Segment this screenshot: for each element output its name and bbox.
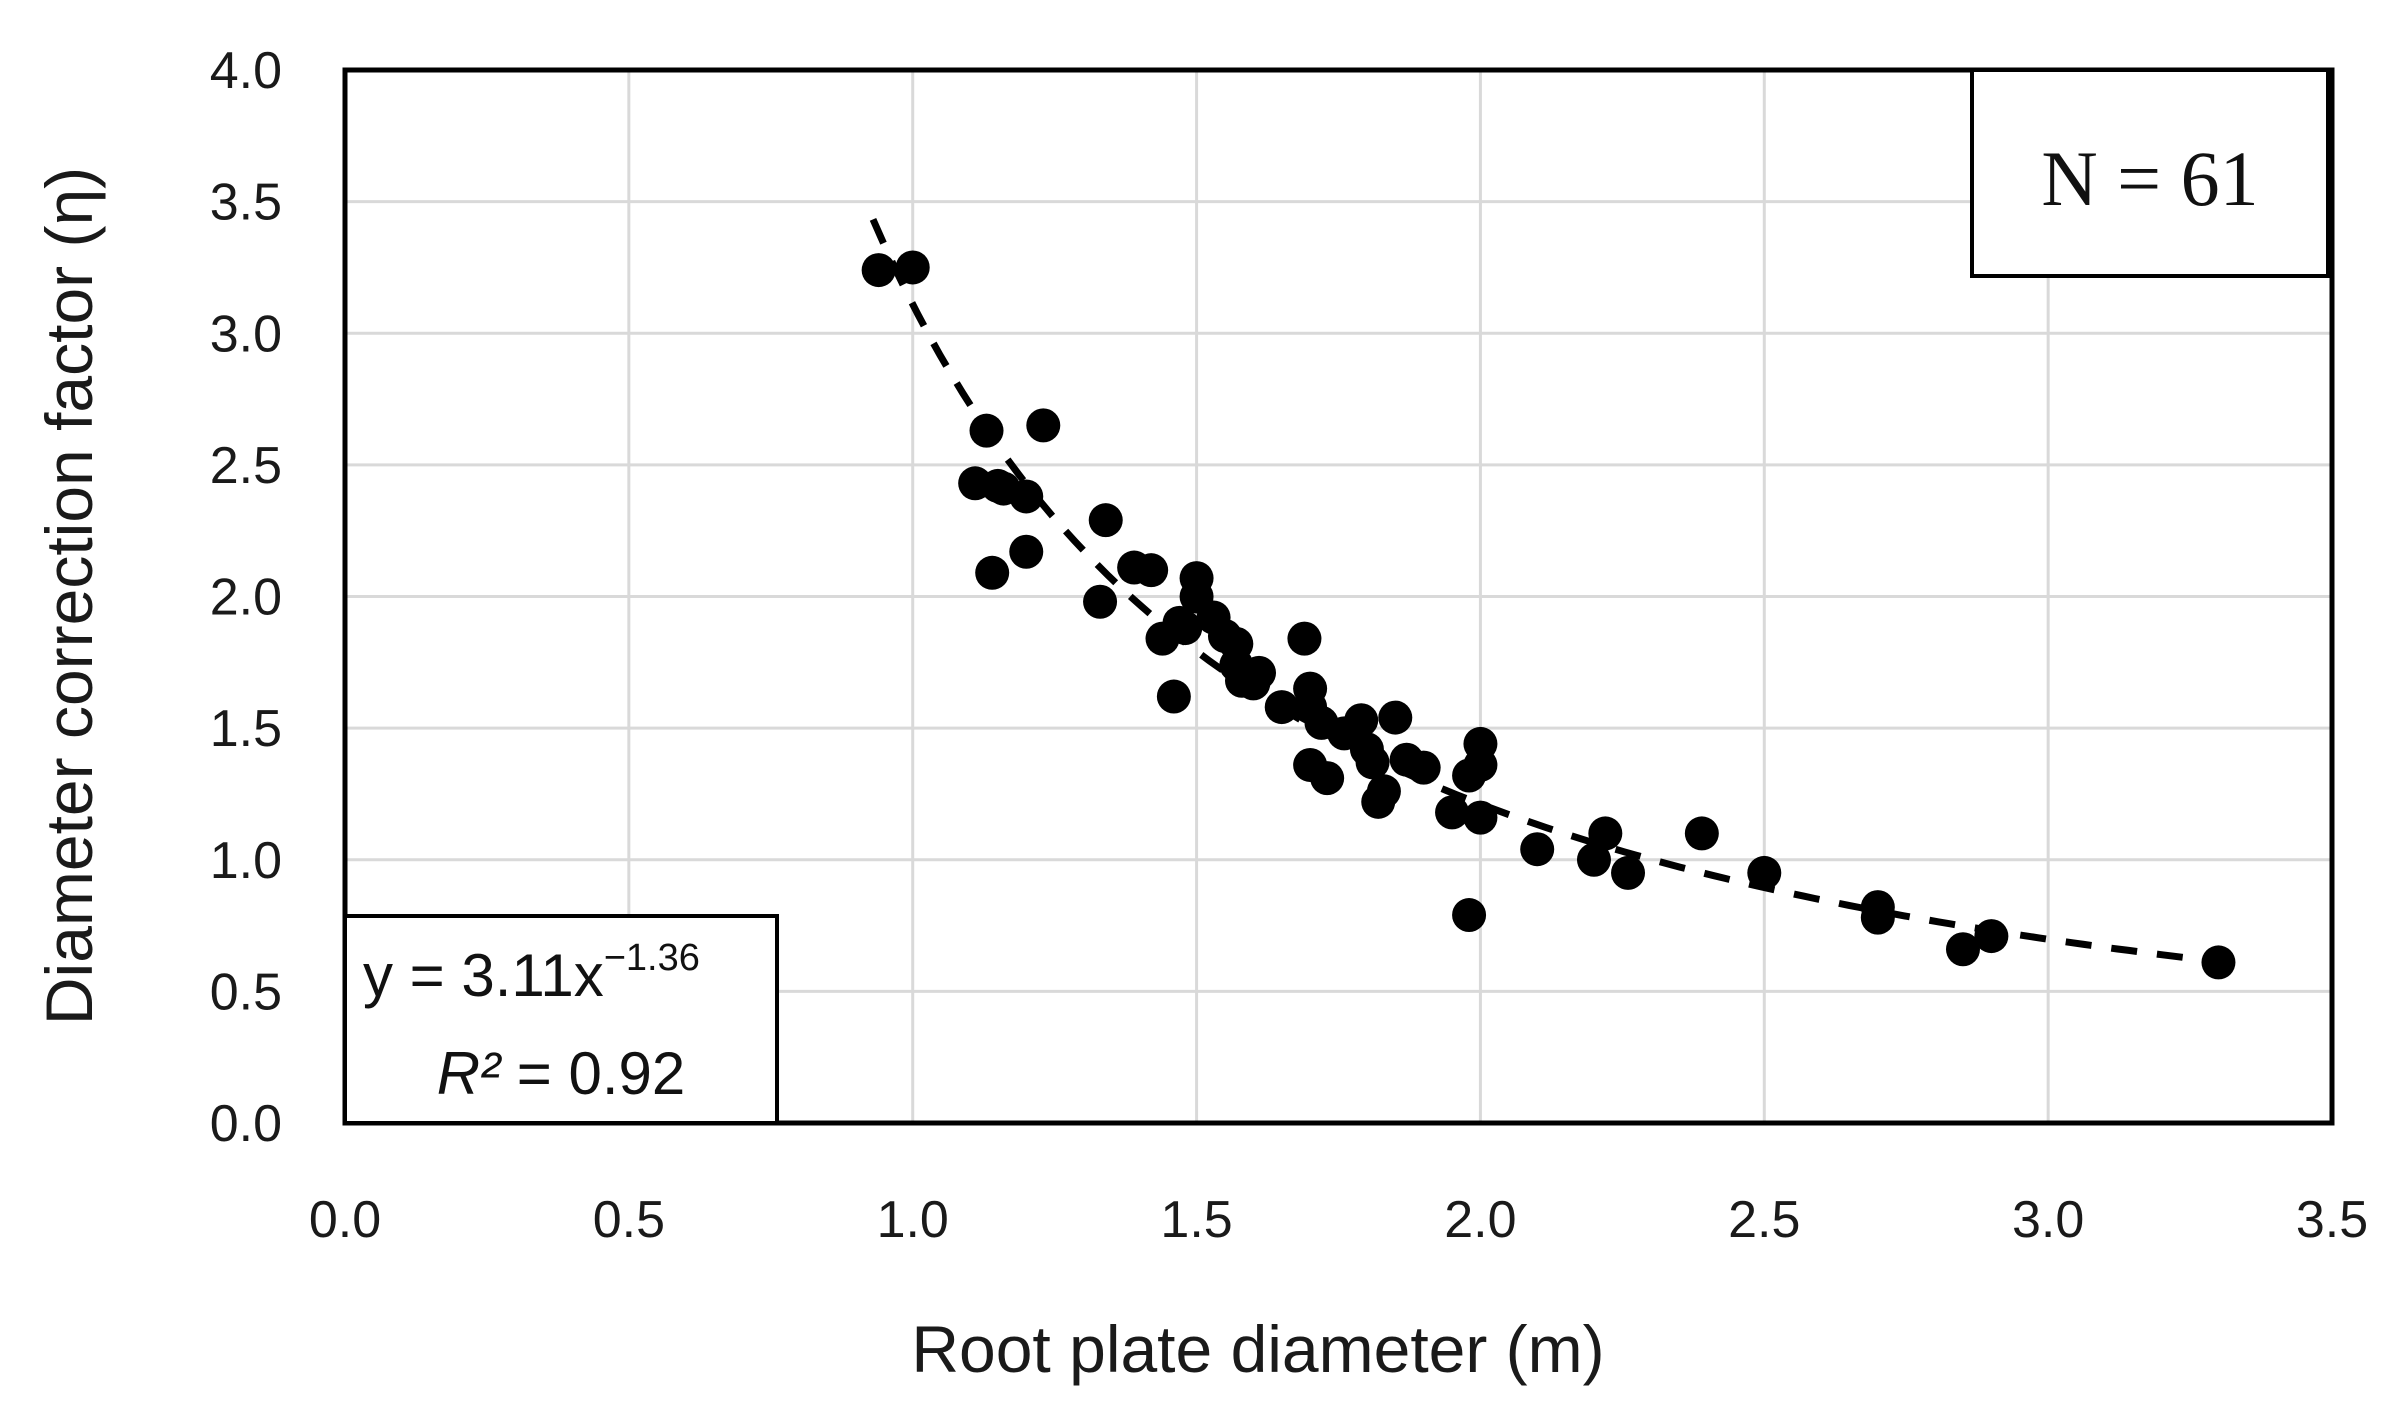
data-point [1463, 747, 1498, 782]
data-point [1168, 611, 1203, 646]
data-point [1264, 690, 1299, 725]
r-squared-value: = 0.92 [500, 1040, 685, 1107]
y-tick-label: 3.5 [210, 174, 282, 232]
x-tick-label: 3.0 [2012, 1191, 2084, 1249]
data-point [1287, 621, 1322, 656]
data-point [1452, 898, 1487, 933]
data-point [1310, 761, 1345, 796]
data-point [1355, 745, 1390, 780]
data-point [1026, 408, 1061, 443]
data-point [2201, 945, 2236, 980]
data-point [1611, 855, 1646, 890]
data-point [1684, 816, 1719, 851]
x-tick-label: 0.5 [593, 1191, 665, 1249]
data-point [1088, 503, 1123, 538]
x-axis-ticks: 0.0 0.5 1.0 1.5 2.0 2.5 3.0 3.5 [309, 1191, 2368, 1249]
y-axis-title: Diameter correction factor (η) [32, 167, 106, 1025]
x-tick-label: 1.5 [1160, 1191, 1232, 1249]
equation-box: y = 3.11x−1.36 R² = 0.92 [343, 914, 779, 1125]
data-point [895, 250, 930, 285]
data-point [1406, 750, 1441, 785]
data-point [1344, 703, 1379, 738]
data-point [1083, 584, 1118, 619]
y-tick-label: 2.0 [210, 569, 282, 627]
y-tick-label: 1.5 [210, 700, 282, 758]
data-point [1156, 679, 1191, 714]
y-tick-label: 4.0 [210, 42, 282, 100]
y-tick-label: 2.5 [210, 437, 282, 495]
data-point [1945, 932, 1980, 967]
data-point [1974, 919, 2009, 954]
equation-box-frame [343, 914, 779, 1125]
data-point [1378, 700, 1413, 735]
trendline-equation: y = 3.11x−1.36 [363, 937, 700, 1009]
data-point [1435, 795, 1470, 830]
data-point [1747, 855, 1782, 890]
x-tick-label: 2.0 [1444, 1191, 1516, 1249]
x-tick-label: 0.0 [309, 1191, 381, 1249]
sample-size-box: N = 61 [1970, 68, 2330, 278]
data-point [1009, 534, 1044, 569]
equation-exponent: −1.36 [604, 937, 700, 979]
data-point [1520, 832, 1555, 867]
data-point [969, 413, 1004, 448]
data-point [1361, 784, 1396, 819]
plot-area-frame [342, 67, 2335, 1126]
data-point [1588, 816, 1623, 851]
sample-size-label: N = 61 [2041, 135, 2258, 222]
y-axis-ticks: 0.0 0.5 1.0 1.5 2.0 2.5 3.0 3.5 4.0 [210, 42, 282, 1153]
x-axis-title: Root plate diameter (m) [911, 1312, 1604, 1386]
data-point [1463, 800, 1498, 835]
y-tick-label: 0.5 [210, 963, 282, 1021]
r-squared-label: R² = 0.92 [437, 1040, 685, 1107]
x-tick-label: 3.5 [2296, 1191, 2368, 1249]
data-point [861, 253, 896, 288]
x-tick-label: 2.5 [1728, 1191, 1800, 1249]
y-tick-label: 1.0 [210, 832, 282, 890]
x-tick-label: 1.0 [877, 1191, 949, 1249]
data-point [986, 471, 1021, 506]
data-points [861, 250, 2236, 980]
data-point [1134, 553, 1169, 588]
y-tick-label: 0.0 [210, 1095, 282, 1153]
equation-base: y = 3.11x [363, 942, 604, 1009]
r-squared-symbol: R² [437, 1040, 502, 1107]
data-point [1576, 842, 1611, 877]
sample-size-box-frame [1970, 68, 2330, 278]
data-point [1224, 663, 1259, 698]
y-tick-label: 3.0 [210, 305, 282, 363]
data-point [975, 555, 1010, 590]
data-point [1860, 900, 1895, 935]
